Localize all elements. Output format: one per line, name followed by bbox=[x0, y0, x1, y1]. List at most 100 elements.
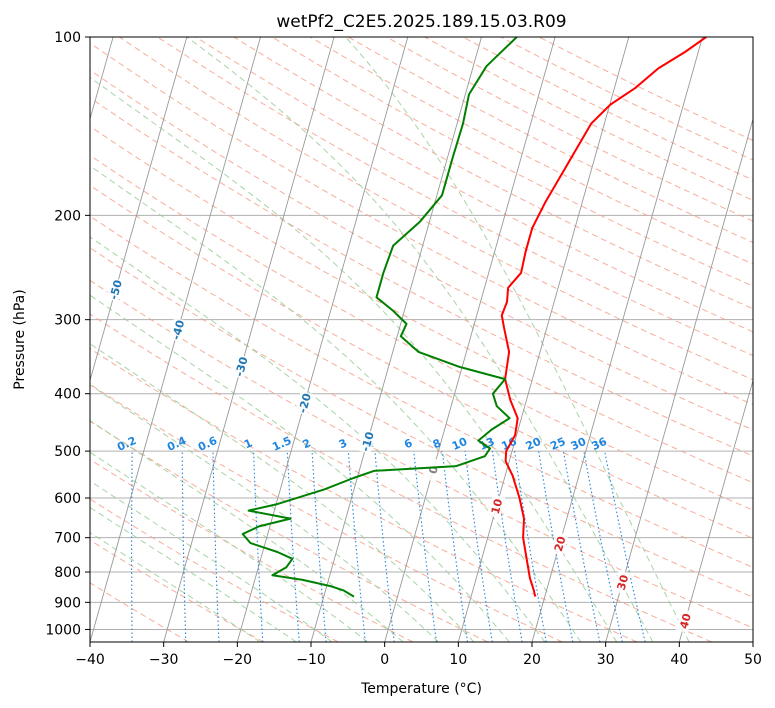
skewed-isotherm bbox=[90, 37, 188, 383]
mixing-ratio-line bbox=[562, 451, 601, 642]
mixing-ratio-line bbox=[583, 451, 623, 642]
isotherm-label-bg bbox=[231, 354, 251, 379]
isotherm-label-bg bbox=[486, 493, 506, 519]
y-tick-label: 800 bbox=[54, 565, 81, 581]
moist-adiabat bbox=[90, 480, 333, 642]
x-tick-label: 40 bbox=[670, 652, 688, 668]
skewed-isotherm bbox=[163, 37, 335, 642]
dry-adiabat bbox=[90, 279, 753, 629]
dry-adiabat bbox=[90, 184, 753, 539]
isotherm-label-bg bbox=[357, 429, 377, 454]
y-tick-label: 300 bbox=[54, 313, 81, 329]
x-tick-label: −10 bbox=[296, 652, 326, 668]
plot-frame bbox=[89, 36, 754, 643]
temperature-profile-line bbox=[500, 37, 707, 597]
moist-adiabat bbox=[90, 384, 439, 642]
isotherm-label-bg bbox=[550, 531, 569, 557]
isotherm-label: 20 bbox=[552, 535, 569, 554]
moist-adiabat bbox=[345, 37, 690, 642]
moist-adiabat bbox=[90, 294, 510, 642]
mixing-ratio-line bbox=[491, 451, 523, 642]
x-tick-label: −20 bbox=[223, 652, 253, 668]
y-tick-label: 700 bbox=[54, 531, 81, 547]
skewed-isotherm bbox=[310, 37, 482, 642]
y-tick-label: 900 bbox=[54, 595, 81, 611]
mixing-ratio-label: 10 bbox=[450, 435, 470, 453]
isotherm-label-bg bbox=[612, 569, 632, 595]
dry-adiabat bbox=[195, 37, 753, 333]
isotherm-label: 0 bbox=[426, 464, 441, 475]
isopleth-labels: 0.10.20.40.611.52346810131620253036-100-… bbox=[90, 277, 694, 634]
mixing-ratio-label: 13 bbox=[477, 435, 496, 453]
moist-adiabat bbox=[90, 343, 475, 642]
dry-adiabat bbox=[90, 154, 753, 511]
isotherm-label: -40 bbox=[169, 318, 187, 341]
moist-adiabat bbox=[90, 236, 546, 642]
dry-adiabat bbox=[90, 582, 190, 642]
mixing-ratio-line bbox=[441, 451, 469, 642]
skewed-isotherm bbox=[457, 37, 630, 642]
x-tick-label: 0 bbox=[380, 652, 389, 668]
isotherm-label: 40 bbox=[677, 612, 694, 631]
x-axis: −40 −30 −20 −10 0 10 20 30 40 50 bbox=[75, 642, 762, 668]
y-tick-label: 100 bbox=[54, 30, 81, 46]
isotherm-label: -50 bbox=[107, 278, 125, 301]
dry-adiabat bbox=[90, 247, 753, 598]
mixing-ratio-line bbox=[311, 451, 327, 642]
skewed-isotherms bbox=[90, 37, 753, 642]
x-tick-label: 30 bbox=[597, 652, 615, 668]
sounding-profiles bbox=[241, 37, 707, 598]
y-axis-label: Pressure (hPa) bbox=[12, 289, 28, 389]
dewpoint-profile-line bbox=[241, 37, 518, 598]
moist-adiabat bbox=[90, 420, 404, 642]
mixing-ratio-label: 25 bbox=[548, 435, 567, 453]
dry-adiabat bbox=[90, 420, 488, 642]
mixing-ratio-line bbox=[374, 451, 395, 642]
isotherm-label-bg bbox=[168, 317, 187, 343]
moist-adiabat bbox=[90, 506, 297, 642]
mixing-ratio-lines bbox=[131, 450, 646, 642]
isotherm-label: -20 bbox=[296, 392, 314, 415]
y-axis: 100 200 300 400 500 600 700 800 900 1000 bbox=[45, 30, 90, 638]
isotherm-label: -10 bbox=[359, 430, 377, 453]
isotherm-label-bg bbox=[294, 390, 314, 416]
mixing-ratio-label: 20 bbox=[524, 435, 544, 453]
y-tick-label: 200 bbox=[54, 208, 81, 224]
gridlines bbox=[90, 37, 753, 630]
isotherm-label: 30 bbox=[615, 573, 632, 592]
mixing-ratio-label: 30 bbox=[569, 435, 589, 453]
dry-adiabat bbox=[90, 125, 753, 484]
mixing-ratio-label: 36 bbox=[590, 435, 610, 453]
mixing-ratio-line bbox=[413, 451, 437, 642]
isotherm-label: 10 bbox=[489, 497, 506, 516]
dry-adiabat bbox=[90, 458, 414, 642]
skewed-isotherm bbox=[678, 378, 753, 642]
mixing-ratio-line bbox=[464, 451, 493, 642]
dry-adiabat bbox=[90, 42, 753, 406]
x-tick-label: −40 bbox=[75, 652, 105, 668]
dry-adiabat bbox=[233, 37, 753, 310]
dry-adiabat bbox=[90, 215, 753, 568]
x-tick-label: 20 bbox=[523, 652, 541, 668]
y-tick-label: 400 bbox=[54, 387, 81, 403]
dry-adiabat bbox=[90, 313, 712, 642]
y-tick-label: 1000 bbox=[45, 622, 81, 638]
mixing-ratio-line bbox=[347, 451, 366, 642]
skewed-isotherm bbox=[384, 37, 556, 642]
chart-title: wetPf2_C2E5.2025.189.15.03.R09 bbox=[276, 12, 566, 32]
isotherm-label-bg bbox=[423, 457, 442, 483]
skewed-isotherm bbox=[605, 117, 753, 642]
dry-adiabat bbox=[90, 347, 638, 642]
x-tick-label: −30 bbox=[149, 652, 179, 668]
mixing-ratio-line bbox=[604, 450, 646, 642]
isotherm-label-bg bbox=[105, 277, 125, 302]
x-tick-label: 10 bbox=[449, 652, 467, 668]
dry-adiabat bbox=[90, 539, 264, 642]
isotherm-label-bg bbox=[675, 608, 694, 634]
plot-area: 0.10.20.40.611.52346810131620253036-100-… bbox=[90, 37, 753, 642]
y-tick-label: 600 bbox=[54, 491, 81, 507]
dry-adiabats bbox=[90, 37, 753, 642]
x-tick-label: 50 bbox=[744, 652, 762, 668]
